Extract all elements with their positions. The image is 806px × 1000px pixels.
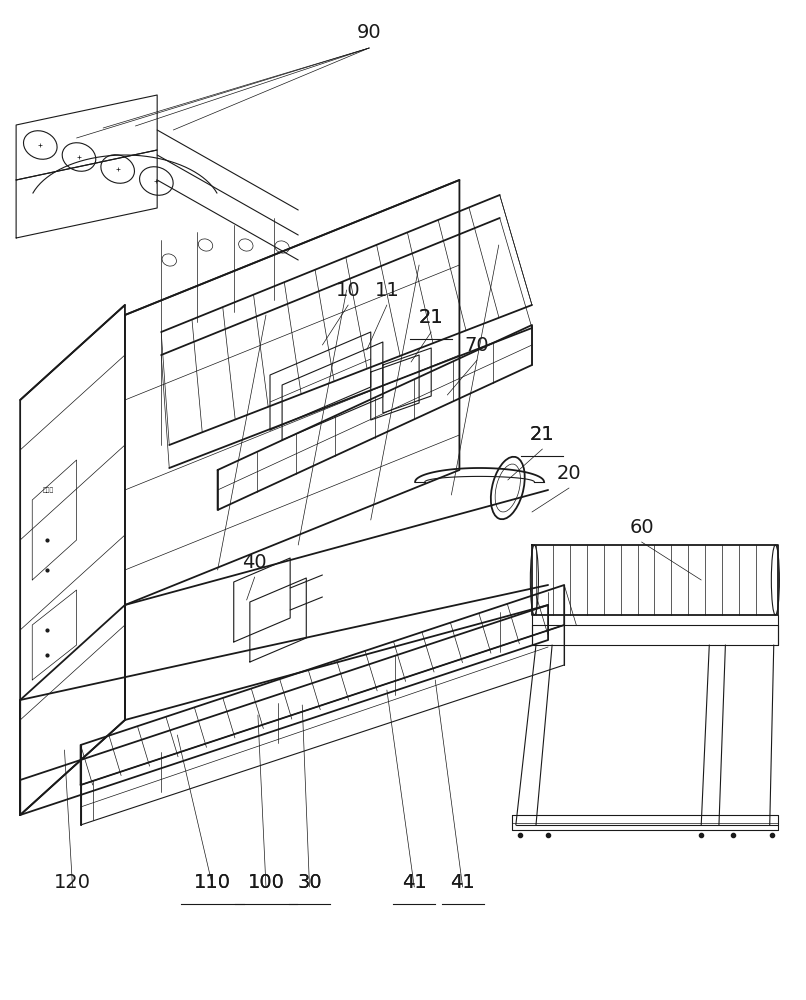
Text: 41: 41 <box>451 873 475 892</box>
Text: 41: 41 <box>402 873 426 892</box>
Text: 60: 60 <box>629 518 654 537</box>
Text: 30: 30 <box>297 873 322 892</box>
Text: 70: 70 <box>465 336 489 355</box>
Text: 20: 20 <box>557 464 581 483</box>
Text: 110: 110 <box>194 873 231 892</box>
Text: 90: 90 <box>357 23 381 42</box>
Text: 21: 21 <box>530 425 555 444</box>
Text: 100: 100 <box>247 873 285 892</box>
Text: 10: 10 <box>336 281 360 300</box>
Text: 120: 120 <box>54 873 91 892</box>
Text: 41: 41 <box>451 873 475 892</box>
Text: 21: 21 <box>530 425 555 444</box>
Text: 21: 21 <box>419 308 443 327</box>
Text: 100: 100 <box>247 873 285 892</box>
Text: 110: 110 <box>194 873 231 892</box>
Text: 操作台: 操作台 <box>43 487 54 493</box>
Text: 11: 11 <box>375 281 399 300</box>
Text: 21: 21 <box>419 308 443 327</box>
Text: 30: 30 <box>297 873 322 892</box>
Text: 41: 41 <box>402 873 426 892</box>
Text: 40: 40 <box>243 553 267 572</box>
